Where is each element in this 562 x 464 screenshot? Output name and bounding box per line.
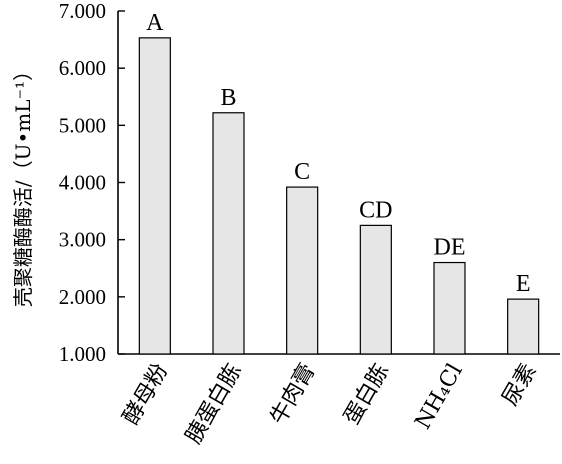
significance-letter: B (220, 85, 236, 111)
y-ticks: 1.000 2.000 3.000 4.000 5.000 6.000 7.000 (59, 0, 125, 366)
significance-letter: A (146, 10, 164, 36)
y-tick-label: 2.000 (59, 285, 106, 309)
x-tick-label: 牛肉膏 (266, 360, 321, 430)
significance-letter: E (516, 271, 531, 297)
y-tick-label: 5.000 (59, 113, 106, 137)
significance-letter: DE (434, 235, 466, 261)
axes (117, 11, 560, 355)
bar (507, 298, 540, 355)
y-tick-label: 1.000 (59, 342, 106, 366)
x-tick-label: 酵母粉 (119, 360, 174, 430)
significance-letter: CD (359, 197, 392, 223)
bar (359, 224, 392, 355)
x-tick-label: 胰蛋白胨 (181, 360, 247, 449)
y-axis-label: 壳聚糖酶酶活/（U•mL⁻¹） (11, 61, 35, 307)
significance-letter: C (294, 159, 310, 185)
bar (212, 112, 245, 355)
bar (138, 37, 171, 355)
significance-letters: A B C CD DE E (146, 10, 530, 297)
bar (286, 186, 319, 355)
x-tick-label: NH₄Cl (411, 360, 468, 434)
y-tick-label: 7.000 (59, 0, 106, 23)
y-tick-label: 3.000 (59, 228, 106, 252)
bar (433, 261, 466, 355)
y-tick-label: 6.000 (59, 56, 106, 80)
x-ticks: 酵母粉 胰蛋白胨 牛肉膏 蛋白胨 NH₄Cl 尿素 (119, 360, 542, 449)
bars (138, 37, 540, 355)
y-tick-label: 4.000 (59, 171, 106, 195)
x-tick-label: 尿素 (498, 360, 542, 411)
x-tick-label: 蛋白胨 (340, 360, 395, 430)
